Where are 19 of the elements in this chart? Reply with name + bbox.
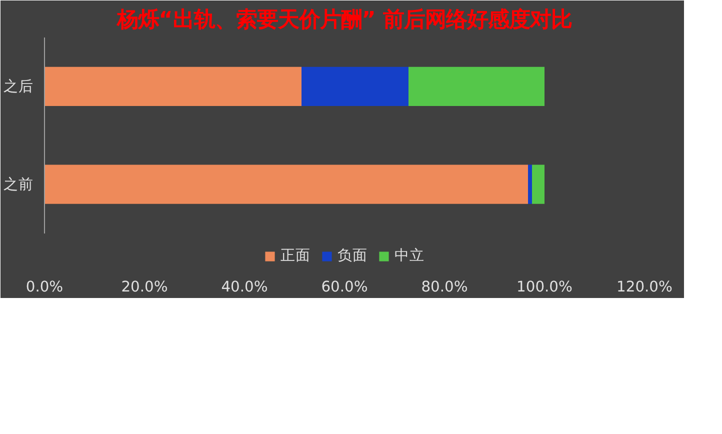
legend-label: 中立 xyxy=(394,246,424,265)
bar xyxy=(532,164,544,204)
x-tick-label: 20.0% xyxy=(121,278,168,296)
legend-label: 正面 xyxy=(280,246,310,265)
x-tick-label: 100.0% xyxy=(516,278,573,296)
bar xyxy=(408,66,544,106)
chart-title: 杨烁“出轨、索要天价片酬” 前后网络好感度对比 xyxy=(116,8,572,32)
legend-label: 负面 xyxy=(338,246,368,265)
bar xyxy=(528,164,532,204)
x-tick-label: 120.0% xyxy=(616,278,673,296)
x-tick-label: 60.0% xyxy=(321,278,368,296)
x-tick-label: 0.0% xyxy=(26,278,64,296)
x-tick-label: 40.0% xyxy=(221,278,268,296)
bar xyxy=(44,66,302,106)
y-tick-label: 之前 xyxy=(4,176,34,193)
y-tick-label: 之后 xyxy=(4,78,34,95)
bar xyxy=(44,164,528,204)
x-tick-label: 80.0% xyxy=(421,278,468,296)
bar xyxy=(302,66,408,106)
